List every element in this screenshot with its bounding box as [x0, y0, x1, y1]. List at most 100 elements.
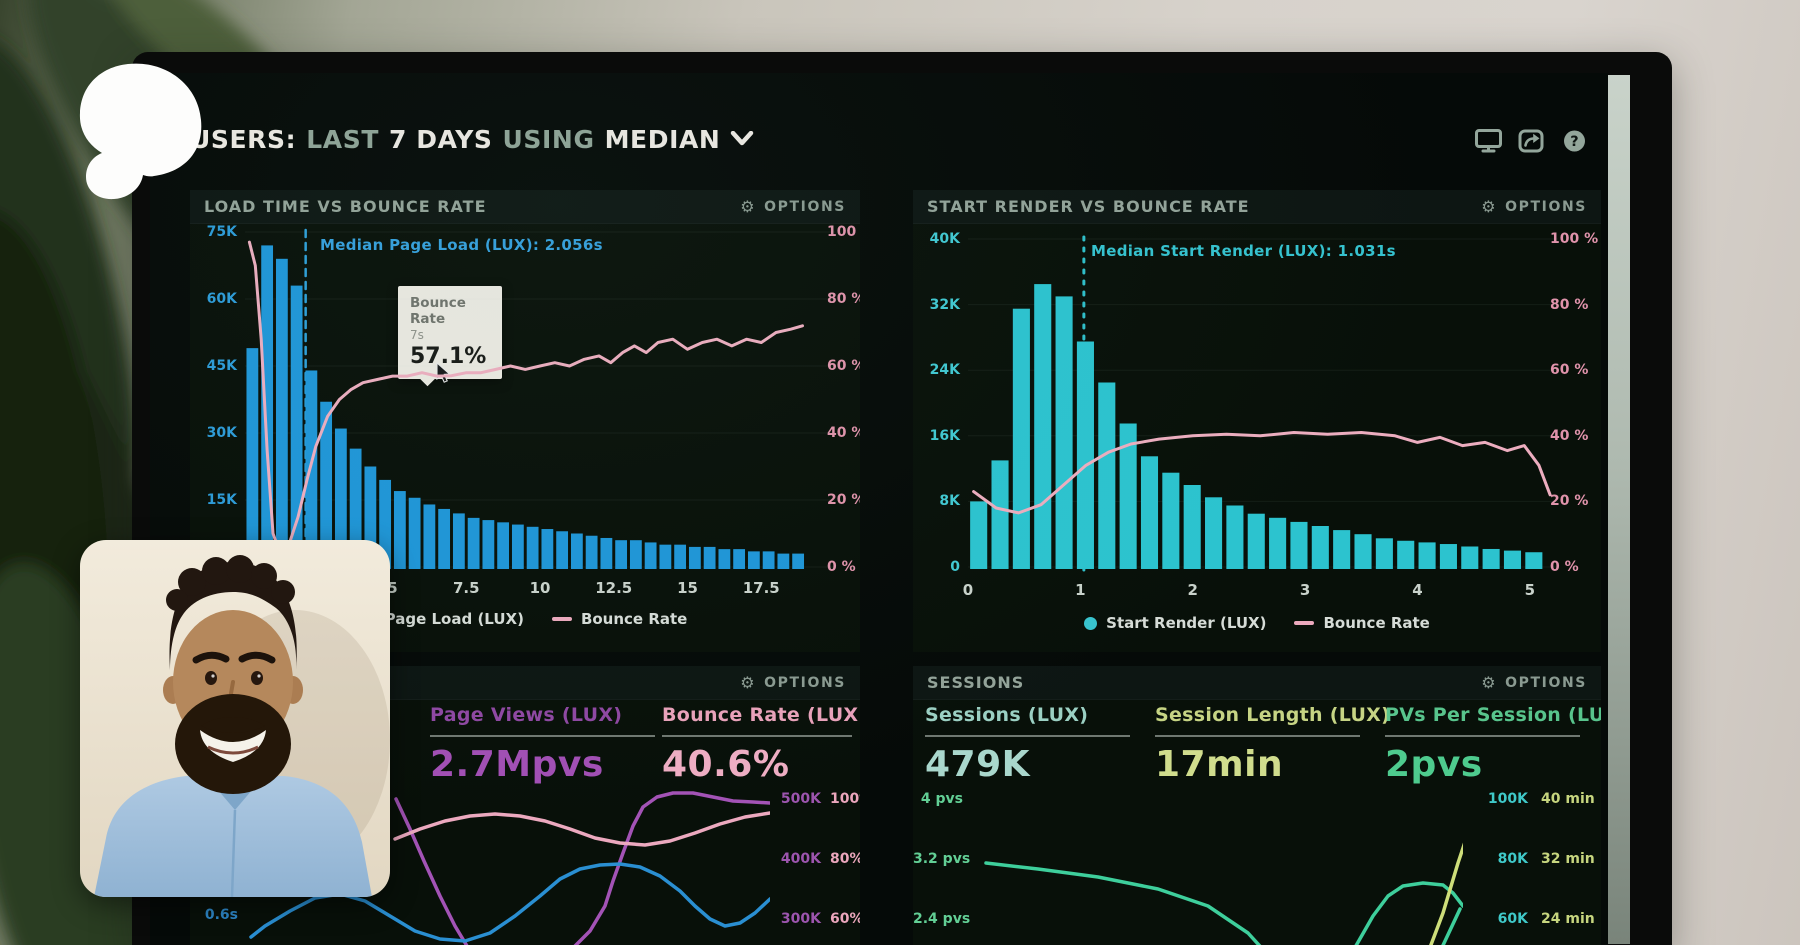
chart-tooltip: Bounce Rate 7s 57.1% [398, 286, 502, 387]
histogram-bar [1140, 456, 1159, 569]
display-icon[interactable] [1475, 129, 1502, 153]
left-axis-tick: 15K [206, 492, 237, 508]
metric-value: 2.7Mpvs [430, 744, 604, 785]
histogram-bar [349, 448, 362, 569]
histogram-bar [246, 348, 259, 569]
right-axis-pct-tick: 60% [830, 911, 860, 927]
histogram-bar [1119, 423, 1137, 569]
metric-block: Bounce Rate (LUX) 40.6% [662, 704, 860, 785]
metric-underline [1155, 735, 1360, 737]
metric-label: Session Length (LUX) [1155, 704, 1391, 726]
histogram-bar [991, 460, 1009, 569]
histogram-bar [585, 535, 598, 569]
options-button[interactable]: ⚙ OPTIONS [740, 196, 846, 216]
left-axis-tick: 16K [929, 427, 960, 444]
right-axis-tick: 20 % [827, 492, 860, 508]
histogram-bar [334, 428, 347, 569]
histogram-bar [1461, 546, 1479, 569]
svg-text:?: ? [1570, 134, 1578, 150]
left-axis-tick: 2.4 pvs [913, 911, 971, 927]
legend-item[interactable]: Bounce Rate [1294, 614, 1430, 632]
legend-label: Start Render (LUX) [1106, 614, 1267, 632]
panel-title: START RENDER VS BOUNCE RATE [927, 197, 1250, 216]
histogram-bar [1333, 530, 1351, 569]
histogram-bar [1418, 542, 1436, 569]
histogram-bar [1076, 341, 1094, 569]
help-icon[interactable]: ? [1561, 129, 1588, 153]
panel-sessions-mini-plot [984, 842, 1463, 945]
right-axis-min-tick: 40 min [1541, 791, 1595, 807]
left-axis-tick: 45K [206, 358, 237, 374]
mini-series-line [1429, 842, 1463, 945]
panel-load-time-plot [245, 228, 835, 572]
right-axis-tick: 60 % [827, 358, 860, 374]
timeframe-dropdown[interactable]: USERS: LAST 7 DAYS USING MEDIAN [190, 123, 754, 155]
right-axis-tick: 0 % [827, 559, 856, 575]
mini-series-line [394, 791, 770, 945]
metric-value: 479K [925, 744, 1031, 785]
screen-edge-highlight [1608, 75, 1630, 944]
metric-label: PVs Per Session (LUX) [1385, 704, 1601, 726]
histogram-bar [1503, 550, 1522, 569]
legend-item[interactable]: Start Render (LUX) [1084, 614, 1266, 632]
histogram-bar [1098, 382, 1116, 569]
histogram-bar [733, 549, 746, 569]
x-axis-tick: 0 [962, 581, 974, 599]
x-axis-tick: 3 [1299, 581, 1311, 599]
x-axis-tick: 1 [1075, 581, 1086, 599]
metric-underline [662, 735, 852, 737]
options-button[interactable]: ⚙ OPTIONS [740, 672, 846, 692]
histogram-bar [1290, 521, 1308, 569]
histogram-bar [1269, 517, 1287, 569]
gear-icon: ⚙ [1481, 672, 1498, 692]
share-icon[interactable] [1518, 129, 1545, 153]
right-axis-min-tick: 32 min [1541, 851, 1595, 867]
tooltip-series: Bounce Rate [410, 295, 466, 327]
metric-underline [925, 735, 1130, 737]
x-axis-tick: 15 [677, 579, 698, 597]
metric-value: 2pvs [1385, 744, 1483, 785]
metric-value: 40.6% [662, 744, 790, 785]
histogram-bar [970, 501, 988, 569]
right-axis-k-tick: 400K [780, 851, 821, 867]
chart-legend: Page Load (LUX) Bounce Rate [190, 610, 860, 628]
histogram-bar [364, 466, 377, 569]
histogram-bar [1354, 534, 1372, 569]
options-button[interactable]: ⚙ OPTIONS [1481, 672, 1587, 692]
x-axis-tick: 2 [1187, 581, 1198, 599]
histogram-bar [1012, 308, 1030, 569]
legend-line-marker [551, 617, 572, 621]
left-axis-tick: 75K [206, 224, 237, 240]
legend-label: Page Load (LUX) [384, 610, 524, 628]
header-icon-bar: ? [1475, 129, 1588, 153]
histogram-bar [615, 540, 628, 569]
right-axis-tick: 80 % [1550, 296, 1589, 313]
histogram-bar [1247, 513, 1265, 569]
histogram-bar [1311, 526, 1329, 569]
dropdown-label-7days: 7 DAYS [389, 124, 493, 154]
x-axis-tick: 10 [529, 579, 551, 597]
histogram-bar [659, 544, 672, 569]
options-button[interactable]: ⚙ OPTIONS [1481, 196, 1587, 216]
histogram-bar [1397, 540, 1415, 569]
left-axis-tick: 30K [206, 425, 237, 441]
left-axis-tick: 8K [939, 493, 960, 510]
left-axis-label: 0.6s [204, 907, 238, 923]
metric-label: Page Views (LUX) [430, 704, 623, 726]
histogram-bar [408, 497, 421, 569]
right-axis-k-tick: 80K [1497, 851, 1528, 867]
panel-start-render-header: START RENDER VS BOUNCE RATE ⚙ OPTIONS [913, 190, 1601, 224]
panel-sessions-header: SESSIONS ⚙ OPTIONS [913, 666, 1601, 700]
histogram-bar [777, 553, 790, 569]
bounce-rate-line [247, 240, 804, 556]
legend-item[interactable]: Bounce Rate [551, 610, 688, 628]
histogram-bar [1482, 548, 1500, 569]
legend-label: Bounce Rate [580, 610, 688, 628]
histogram-bar [792, 553, 805, 569]
right-axis-k-tick: 500K [780, 791, 821, 807]
histogram-bar [541, 529, 554, 569]
dropdown-label-using: USING [502, 124, 595, 154]
x-axis-tick: 7.5 [452, 579, 480, 597]
dropdown-label-users: USERS: [190, 124, 297, 154]
